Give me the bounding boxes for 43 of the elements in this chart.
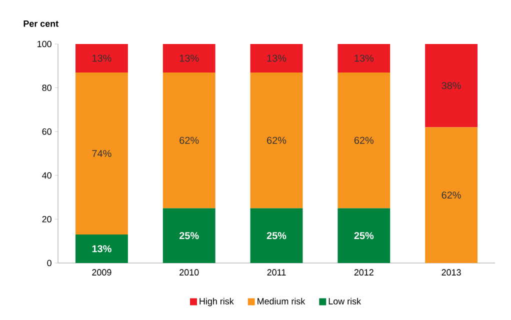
data-label: 62% xyxy=(442,192,461,199)
data-label: 13% xyxy=(180,54,199,62)
data-label: 38% xyxy=(442,82,461,90)
data-label: 62% xyxy=(267,136,286,144)
y-tick-label: 60 xyxy=(42,128,52,135)
bar xyxy=(75,234,128,263)
bar xyxy=(75,44,128,72)
bar xyxy=(338,72,390,208)
bar xyxy=(162,44,216,72)
x-tick-label: 2013 xyxy=(442,269,461,276)
data-label: 13% xyxy=(267,54,286,62)
y-tick-label: 100 xyxy=(38,40,52,48)
y-tick-label: 80 xyxy=(42,84,52,91)
y-tick-label: 0 xyxy=(47,260,52,266)
bar xyxy=(250,44,303,72)
bar xyxy=(425,44,478,128)
bar xyxy=(425,127,478,263)
data-label: 25% xyxy=(354,232,374,240)
data-label: 62% xyxy=(180,136,199,144)
x-tick-label: 2010 xyxy=(180,269,199,276)
data-label: 13% xyxy=(92,245,112,252)
y-tick-label: 20 xyxy=(42,216,52,222)
bar xyxy=(250,208,303,263)
bar xyxy=(162,72,216,208)
legend-label: High risk xyxy=(200,298,234,306)
data-label: 25% xyxy=(179,232,199,240)
y-axis-title: Per cent xyxy=(24,20,58,27)
x-tick-label: 2012 xyxy=(354,269,374,276)
bar xyxy=(250,72,303,208)
bar xyxy=(338,208,390,263)
bar xyxy=(338,44,390,72)
y-tick-label: 40 xyxy=(42,172,52,179)
bar xyxy=(162,208,216,263)
data-label: 13% xyxy=(92,54,112,62)
bar xyxy=(75,72,128,235)
data-label: 13% xyxy=(354,54,374,62)
data-label: 74% xyxy=(92,150,112,157)
legend-label: Low risk xyxy=(328,298,362,304)
data-label: 25% xyxy=(266,232,286,240)
x-tick-label: 2011 xyxy=(267,269,286,276)
legend-label: Medium risk xyxy=(258,298,306,304)
data-label: 62% xyxy=(354,136,374,144)
x-tick-label: 2009 xyxy=(92,269,112,276)
